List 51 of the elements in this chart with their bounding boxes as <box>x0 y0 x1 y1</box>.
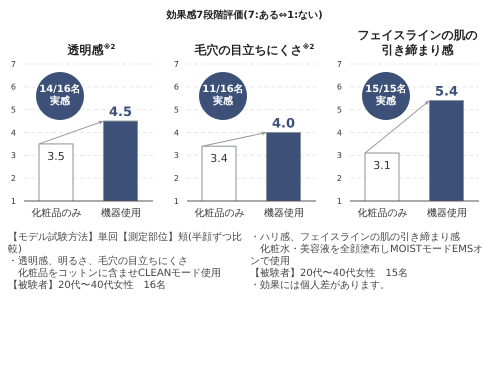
y-tick-label: 1 <box>174 196 179 206</box>
badge: 15/15名実感 <box>362 72 410 120</box>
badge: 14/16名実感 <box>36 72 84 120</box>
y-tick-label: 3 <box>174 151 179 160</box>
text: ・効果には個人差があります。 <box>250 280 391 292</box>
chart-subtitle: 効果感7段階評価(7:ある⇔1:ない) <box>165 8 324 22</box>
x-tick-label: 機器使用 <box>100 207 141 220</box>
y-tick-label: 7 <box>336 60 342 69</box>
y-tick-label: 2 <box>10 174 16 184</box>
text: 化粧水・美容液を全顔塗布しMOISTモードEMSオンで使用 <box>250 244 484 268</box>
data-label: 4.0 <box>272 116 296 132</box>
text: 【モデル試験方法】単回【測定部位】頬(半顔ずつ比較) <box>8 232 243 256</box>
text: 【被験者】20代〜40代女性 15名 <box>250 268 410 280</box>
y-tick-label: 4 <box>336 128 342 138</box>
data-label: 4.5 <box>108 105 132 120</box>
x-tick-label: 化粧品のみ <box>357 207 408 220</box>
chart-title: 毛穴の目立ちにくさ$^{※2}$ <box>194 42 316 58</box>
y-tick-label: 3 <box>10 151 16 160</box>
badge: 11/16名実感 <box>199 72 247 120</box>
chart-title: フェイスラインの肌の引き締まり感 <box>356 28 478 58</box>
data-label: 5.4 <box>434 84 458 100</box>
data-label: 3.4 <box>210 152 228 166</box>
x-tick-label: 化粧品のみ <box>31 207 82 220</box>
y-tick-label: 3 <box>336 151 342 160</box>
data-label: 3.1 <box>373 159 391 172</box>
annotation: 14/16名実感 <box>38 84 82 108</box>
y-tick-label: 4 <box>10 128 16 138</box>
y-tick-label: 1 <box>10 196 16 206</box>
text: ・ハリ感、フェイスラインの肌の引き締まり感 <box>250 232 461 244</box>
y-tick-label: 7 <box>10 60 16 69</box>
text: ・透明感、明るさ、毛穴の目立ちにくさ <box>8 256 189 268</box>
data-label: 3.5 <box>47 150 65 163</box>
text: 化粧品をコットンに含ませCLEANモード使用 <box>17 268 222 280</box>
y-tick-label: 5 <box>10 106 16 115</box>
y-tick-label: 4 <box>174 128 179 138</box>
y-tick-label: 2 <box>336 174 342 184</box>
y-tick-label: 5 <box>174 106 179 115</box>
y-tick-label: 2 <box>174 174 179 184</box>
y-tick-label: 5 <box>336 106 342 115</box>
annotation: 15/15名実感 <box>364 84 408 108</box>
annotation: 11/16名実感 <box>201 84 245 108</box>
x-tick-label: 機器使用 <box>426 207 467 220</box>
text: 【被験者】20代〜40代女性 16名 <box>8 280 168 292</box>
x-tick-label: 化粧品のみ <box>194 207 244 220</box>
y-tick-label: 1 <box>336 196 342 206</box>
x-tick-label: 機器使用 <box>264 207 304 220</box>
chart-title: 透明感$^{※2}$ <box>66 42 116 58</box>
y-tick-label: 6 <box>174 82 179 92</box>
y-tick-label: 6 <box>10 82 16 92</box>
y-tick-label: 6 <box>336 82 342 92</box>
y-tick-label: 7 <box>174 60 179 69</box>
